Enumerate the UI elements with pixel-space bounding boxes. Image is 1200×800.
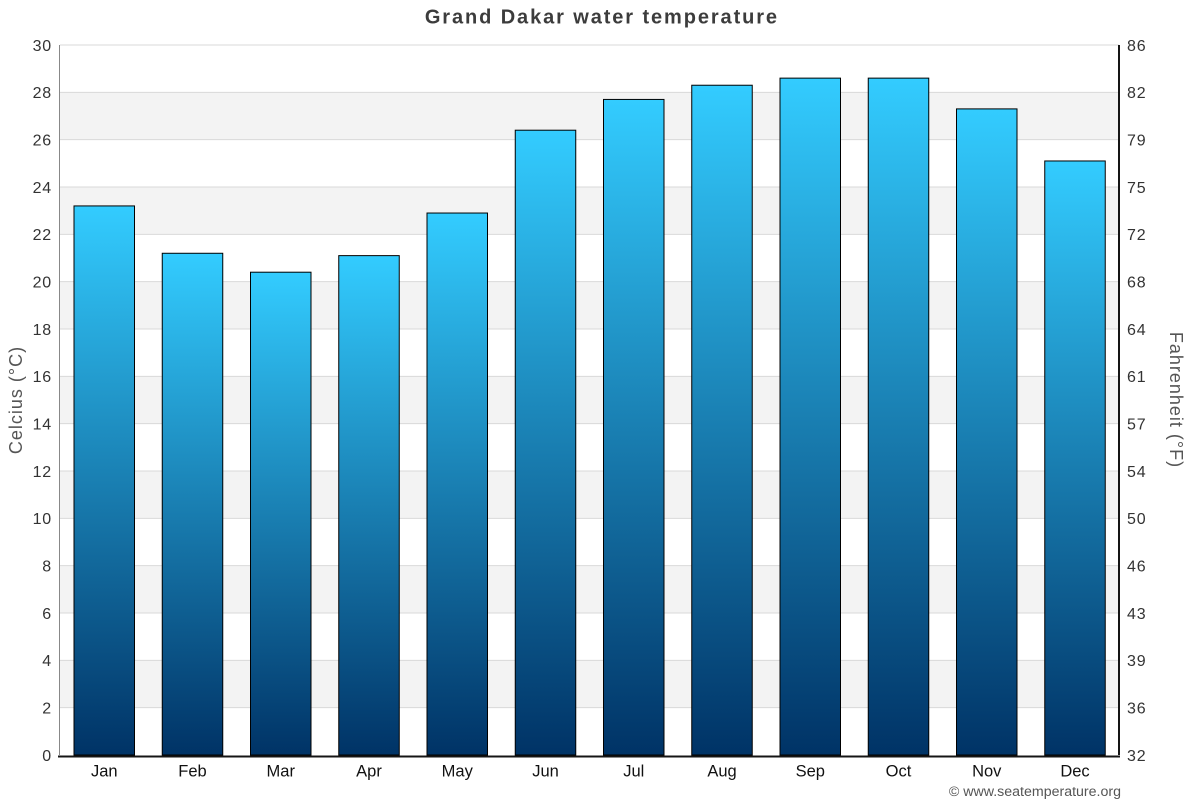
svg-text:Oct: Oct	[886, 763, 912, 781]
svg-text:2: 2	[42, 700, 52, 717]
svg-text:72: 72	[1127, 227, 1146, 244]
svg-text:57: 57	[1127, 416, 1146, 433]
svg-text:86: 86	[1127, 38, 1146, 55]
svg-text:26: 26	[33, 132, 52, 149]
svg-text:30: 30	[33, 38, 52, 55]
svg-text:50: 50	[1127, 511, 1146, 528]
svg-text:Grand Dakar water temperature: Grand Dakar water temperature	[425, 7, 779, 29]
svg-text:64: 64	[1127, 322, 1146, 339]
svg-text:Apr: Apr	[356, 763, 382, 781]
svg-text:Feb: Feb	[178, 763, 206, 781]
svg-text:75: 75	[1127, 180, 1146, 197]
svg-text:24: 24	[33, 180, 52, 197]
svg-text:Sep: Sep	[796, 763, 825, 781]
svg-text:16: 16	[33, 369, 52, 386]
svg-text:18: 18	[33, 322, 52, 339]
svg-text:20: 20	[33, 274, 52, 291]
svg-text:Celcius (°C): Celcius (°C)	[6, 346, 26, 454]
svg-text:Nov: Nov	[972, 763, 1002, 781]
svg-text:Jan: Jan	[91, 763, 118, 781]
svg-text:54: 54	[1127, 464, 1146, 481]
svg-text:10: 10	[33, 511, 52, 528]
svg-text:46: 46	[1127, 558, 1146, 575]
svg-text:© www.seatemperature.org: © www.seatemperature.org	[949, 784, 1121, 800]
svg-text:14: 14	[33, 416, 52, 433]
svg-text:4: 4	[42, 653, 52, 670]
svg-text:32: 32	[1127, 748, 1146, 765]
svg-text:43: 43	[1127, 606, 1146, 623]
svg-text:Dec: Dec	[1060, 763, 1089, 781]
svg-text:6: 6	[42, 606, 52, 623]
svg-text:61: 61	[1127, 369, 1146, 386]
svg-text:39: 39	[1127, 653, 1146, 670]
svg-text:82: 82	[1127, 85, 1146, 102]
svg-text:Mar: Mar	[267, 763, 296, 781]
svg-text:12: 12	[33, 464, 52, 481]
svg-text:22: 22	[33, 227, 52, 244]
svg-text:Jul: Jul	[623, 763, 644, 781]
svg-text:May: May	[442, 763, 474, 781]
svg-text:79: 79	[1127, 132, 1146, 149]
svg-text:Fahrenheit (°F): Fahrenheit (°F)	[1166, 332, 1186, 468]
svg-text:8: 8	[42, 558, 52, 575]
svg-text:Jun: Jun	[532, 763, 559, 781]
svg-text:Aug: Aug	[707, 763, 736, 781]
svg-text:68: 68	[1127, 274, 1146, 291]
svg-text:28: 28	[33, 85, 52, 102]
svg-text:36: 36	[1127, 700, 1146, 717]
svg-text:0: 0	[42, 748, 52, 765]
